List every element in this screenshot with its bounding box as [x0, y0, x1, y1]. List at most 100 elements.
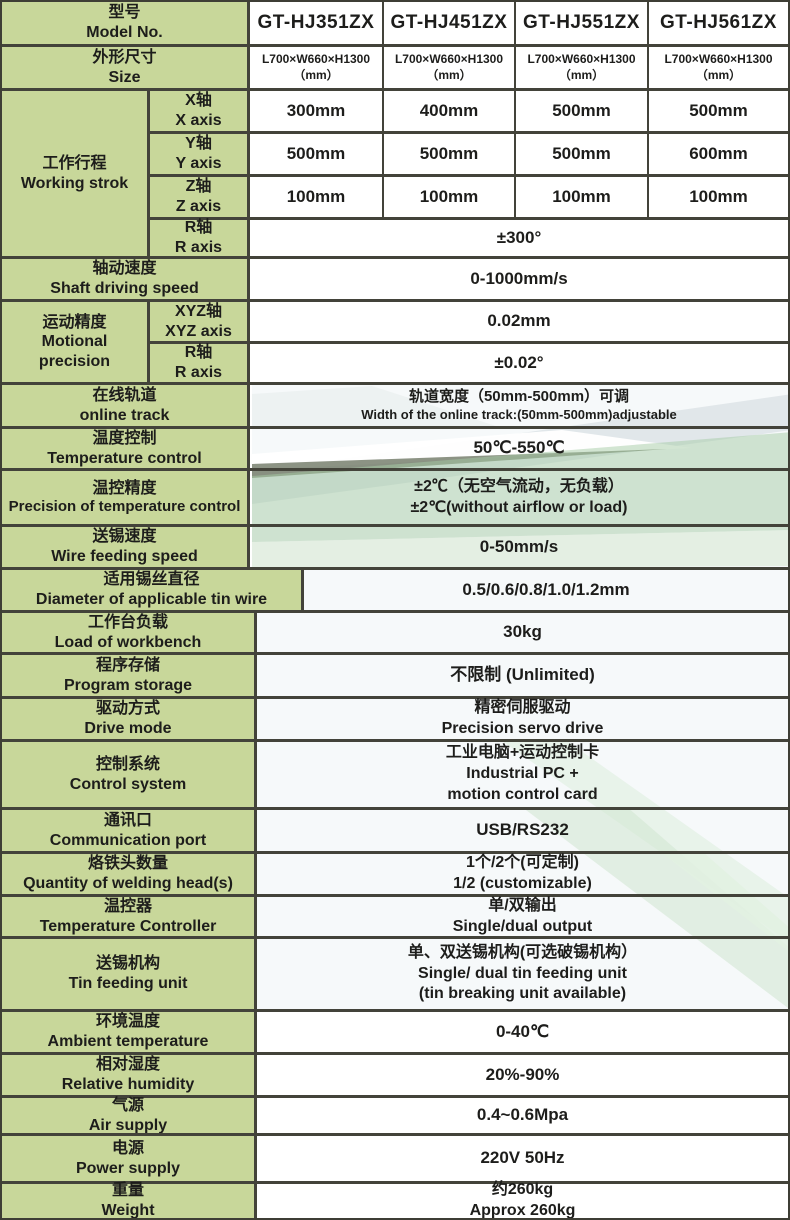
row-communication-port: 通讯口 Communication port USB/RS232: [2, 807, 788, 851]
subrow-z-axis: Z轴 Z axis 100mm 100mm 100mm 100mm: [150, 174, 788, 217]
shaft-speed-label-zh: 轴动速度: [92, 260, 157, 278]
control-system-label-en: Control system: [69, 775, 187, 793]
online-track-line2: Width of the online track:(50mm-500mm)ad…: [361, 406, 677, 422]
power-supply-label-en: Power supply: [75, 1159, 181, 1177]
weight-line1: 约260kg: [491, 1181, 554, 1199]
model-2: GT-HJ451ZX: [382, 2, 514, 44]
control-system-label-zh: 控制系统: [95, 755, 160, 773]
online-track-value: 轨道宽度（50mm-500mm）可调 Width of the online t…: [250, 385, 788, 426]
tin-wire-diameter-label: 适用锡丝直径 Diameter of applicable tin wire: [2, 570, 304, 610]
y-axis-label-zh: Y轴: [185, 135, 212, 153]
air-supply-value: 0.4~0.6Mpa: [476, 1105, 569, 1125]
program-storage-label-zh: 程序存储: [95, 656, 160, 674]
z-axis-label-en: Z axis: [175, 198, 222, 215]
welding-heads-value: 1个/2个(可定制) 1/2 (customizable): [257, 854, 788, 894]
drive-mode-line1: 精密伺服驱动: [474, 699, 571, 717]
x-axis-value-3: 500mm: [514, 91, 647, 131]
row-ambient-temperature: 环境温度 Ambient temperature 0-40℃: [2, 1009, 788, 1052]
online-track-line1: 轨道宽度（50mm-500mm）可调: [408, 388, 630, 406]
model-label: 型号 Model No.: [2, 2, 250, 44]
power-supply-label-zh: 电源: [111, 1139, 144, 1157]
z-axis-value-2: 100mm: [382, 177, 514, 217]
subrow-r-axis: R轴 R axis ±300°: [150, 217, 788, 256]
ambient-temperature-label-en: Ambient temperature: [47, 1033, 209, 1050]
temperature-control-label-en: Temperature control: [47, 449, 202, 467]
shaft-speed-label: 轴动速度 Shaft driving speed: [2, 259, 250, 299]
drive-mode-line2: Precision servo drive: [441, 720, 604, 737]
x-axis-values: 300mm 400mm 500mm 500mm: [250, 91, 788, 131]
relative-humidity-label-en: Relative humidity: [61, 1076, 195, 1093]
row-control-system: 控制系统 Control system 工业电脑+运动控制卡 Industria…: [2, 739, 788, 807]
tin-wire-diameter-value: 0.5/0.6/0.8/1.0/1.2mm: [462, 579, 630, 599]
tin-wire-diameter-label-zh: 适用锡丝直径: [103, 571, 200, 589]
temperature-precision-label-zh: 温控精度: [92, 479, 157, 497]
welding-heads-label: 烙铁头数量 Quantity of welding head(s): [2, 854, 257, 894]
model-label-en: Model No.: [86, 24, 163, 41]
communication-port-label-en: Communication port: [49, 831, 207, 849]
control-system-value: 工业电脑+运动控制卡 Industrial PC + motion contro…: [257, 742, 788, 807]
temperature-controller-value: 单/双输出 Single/dual output: [257, 897, 788, 936]
size-3: L700×W660×H1300 （mm）: [514, 47, 647, 88]
relative-humidity-label: 相对湿度 Relative humidity: [2, 1055, 257, 1095]
r-axis-label-en: R axis: [174, 239, 223, 256]
row-model: 型号 Model No. GT-HJ351ZX GT-HJ451ZX GT-HJ…: [2, 2, 788, 44]
subrow-r-axis-precision: R轴 R axis ±0.02°: [150, 341, 788, 382]
r-axis-label-zh: R轴: [184, 219, 213, 237]
z-axis-values: 100mm 100mm 100mm 100mm: [250, 177, 788, 217]
row-motional-precision: 运动精度 Motional precision XYZ轴 XYZ axis 0.…: [2, 299, 788, 382]
temperature-precision-value: ±2℃（无空气流动，无负载） ±2℃(without airflow or lo…: [250, 471, 788, 524]
x-axis-value-1: 300mm: [286, 101, 346, 121]
power-supply-label: 电源 Power supply: [2, 1136, 257, 1181]
workbench-load-value: 30kg: [503, 622, 542, 642]
motional-precision-label-zh: 运动精度: [42, 313, 107, 331]
working-stroke-label: 工作行程 Working strok: [2, 91, 150, 256]
y-axis-value-2: 500mm: [382, 134, 514, 174]
temperature-precision-label-en: Precision of temperature control: [8, 498, 241, 516]
online-track-label: 在线轨道 online track: [2, 385, 250, 426]
row-power-supply: 电源 Power supply 220V 50Hz: [2, 1133, 788, 1181]
tin-feeding-unit-line1: 单、双送锡机构(可选破锡机构）: [407, 943, 638, 961]
workbench-load-label: 工作台负载 Load of workbench: [2, 613, 257, 652]
xyz-axis-label-zh: XYZ轴: [174, 302, 223, 320]
xyz-axis-label: XYZ轴 XYZ axis: [150, 302, 250, 341]
motional-precision-subrows: XYZ轴 XYZ axis 0.02mm R轴 R axis ±0.02°: [150, 302, 788, 382]
model-label-zh: 型号: [108, 4, 141, 22]
size-2: L700×W660×H1300 （mm）: [382, 47, 514, 88]
wire-feeding-speed-value: 0-50mm/s: [479, 536, 559, 556]
z-axis-value-3: 100mm: [514, 177, 647, 217]
working-stroke-label-zh: 工作行程: [42, 154, 107, 172]
temperature-controller-line2: Single/dual output: [452, 917, 593, 935]
air-supply-label-zh: 气源: [111, 1096, 144, 1114]
temperature-control-label-zh: 温度控制: [92, 429, 157, 447]
row-wire-feeding-speed: 送锡速度 Wire feeding speed 0-50mm/s: [2, 524, 788, 567]
online-track-label-en: online track: [79, 406, 170, 424]
row-size: 外形尺寸 Size L700×W660×H1300 （mm） L700×W660…: [2, 44, 788, 88]
y-axis-value-3: 500mm: [514, 134, 647, 174]
row-temperature-precision: 温控精度 Precision of temperature control ±2…: [2, 468, 788, 524]
model-4: GT-HJ561ZX: [647, 2, 788, 44]
drive-mode-label-zh: 驱动方式: [95, 700, 160, 718]
control-system-line2: Industrial PC +: [466, 765, 579, 783]
row-working-stroke: 工作行程 Working strok X轴 X axis 300mm 400mm…: [2, 88, 788, 256]
weight-line2: Approx 260kg: [469, 1202, 576, 1219]
z-axis-label: Z轴 Z axis: [150, 177, 250, 217]
x-axis-label: X轴 X axis: [150, 91, 250, 131]
weight-label-en: Weight: [101, 1202, 155, 1219]
x-axis-label-en: X axis: [175, 112, 222, 129]
temperature-precision-line1: ±2℃（无空气流动，无负载）: [414, 477, 624, 495]
temperature-controller-label-en: Temperature Controller: [39, 917, 217, 935]
size-values: L700×W660×H1300 （mm） L700×W660×H1300 （mm…: [250, 47, 788, 88]
ambient-temperature-value: 0-40℃: [495, 1021, 550, 1041]
row-temperature-control: 温度控制 Temperature control 50℃-550℃: [2, 426, 788, 468]
welding-heads-line1: 1个/2个(可定制): [466, 854, 579, 872]
drive-mode-label-en: Drive mode: [84, 720, 172, 737]
relative-humidity-label-zh: 相对湿度: [95, 1056, 160, 1074]
row-tin-feeding-unit: 送锡机构 Tin feeding unit 单、双送锡机构(可选破锡机构） Si…: [2, 936, 788, 1009]
control-system-line1: 工业电脑+运动控制卡: [445, 744, 600, 762]
motional-precision-label-en1: Motional: [41, 333, 108, 351]
relative-humidity-value: 20%-90%: [485, 1064, 560, 1084]
temperature-control-label: 温度控制 Temperature control: [2, 429, 250, 468]
temperature-controller-label: 温控器 Temperature Controller: [2, 897, 257, 936]
size-3-dim: L700×W660×H1300: [527, 51, 636, 66]
